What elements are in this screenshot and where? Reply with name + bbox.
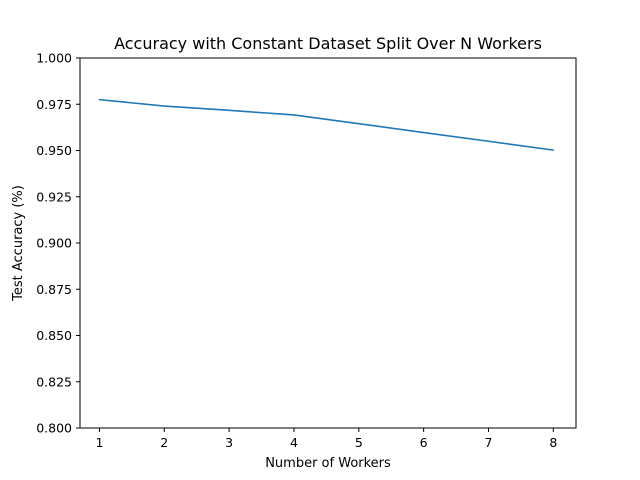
x-tick-label: 1 [95, 435, 103, 450]
x-ticks: 1 2 3 4 5 6 7 8 [95, 428, 557, 450]
x-tick-label: 2 [160, 435, 168, 450]
chart-title: Accuracy with Constant Dataset Split Ove… [114, 34, 542, 53]
y-tick-label: 0.900 [36, 236, 72, 251]
x-tick-label: 4 [290, 435, 298, 450]
plot-series [98, 98, 555, 151]
y-tick-label: 0.825 [36, 374, 72, 389]
y-tick-label: 0.950 [36, 143, 72, 158]
x-tick-label: 7 [484, 435, 492, 450]
x-tick-label: 6 [420, 435, 428, 450]
x-tick-label: 8 [549, 435, 557, 450]
x-tick-label: 3 [225, 435, 233, 450]
y-tick-label: 0.925 [36, 189, 72, 204]
series-line [98, 98, 555, 151]
x-tick-label: 5 [355, 435, 363, 450]
y-ticks: 0.800 0.825 0.850 0.875 0.900 0.925 0.950 0.975… [36, 51, 80, 436]
y-tick-label: 0.875 [36, 282, 72, 297]
y-axis-label: Test Accuracy (%) [11, 185, 26, 302]
plot-frame [79, 57, 577, 429]
y-tick-label: 0.850 [36, 328, 72, 343]
y-tick-label: 0.800 [36, 421, 72, 436]
y-tick-label: 1.000 [36, 51, 72, 66]
x-axis-label: Number of Workers [265, 456, 391, 471]
y-tick-label: 0.975 [36, 97, 72, 112]
